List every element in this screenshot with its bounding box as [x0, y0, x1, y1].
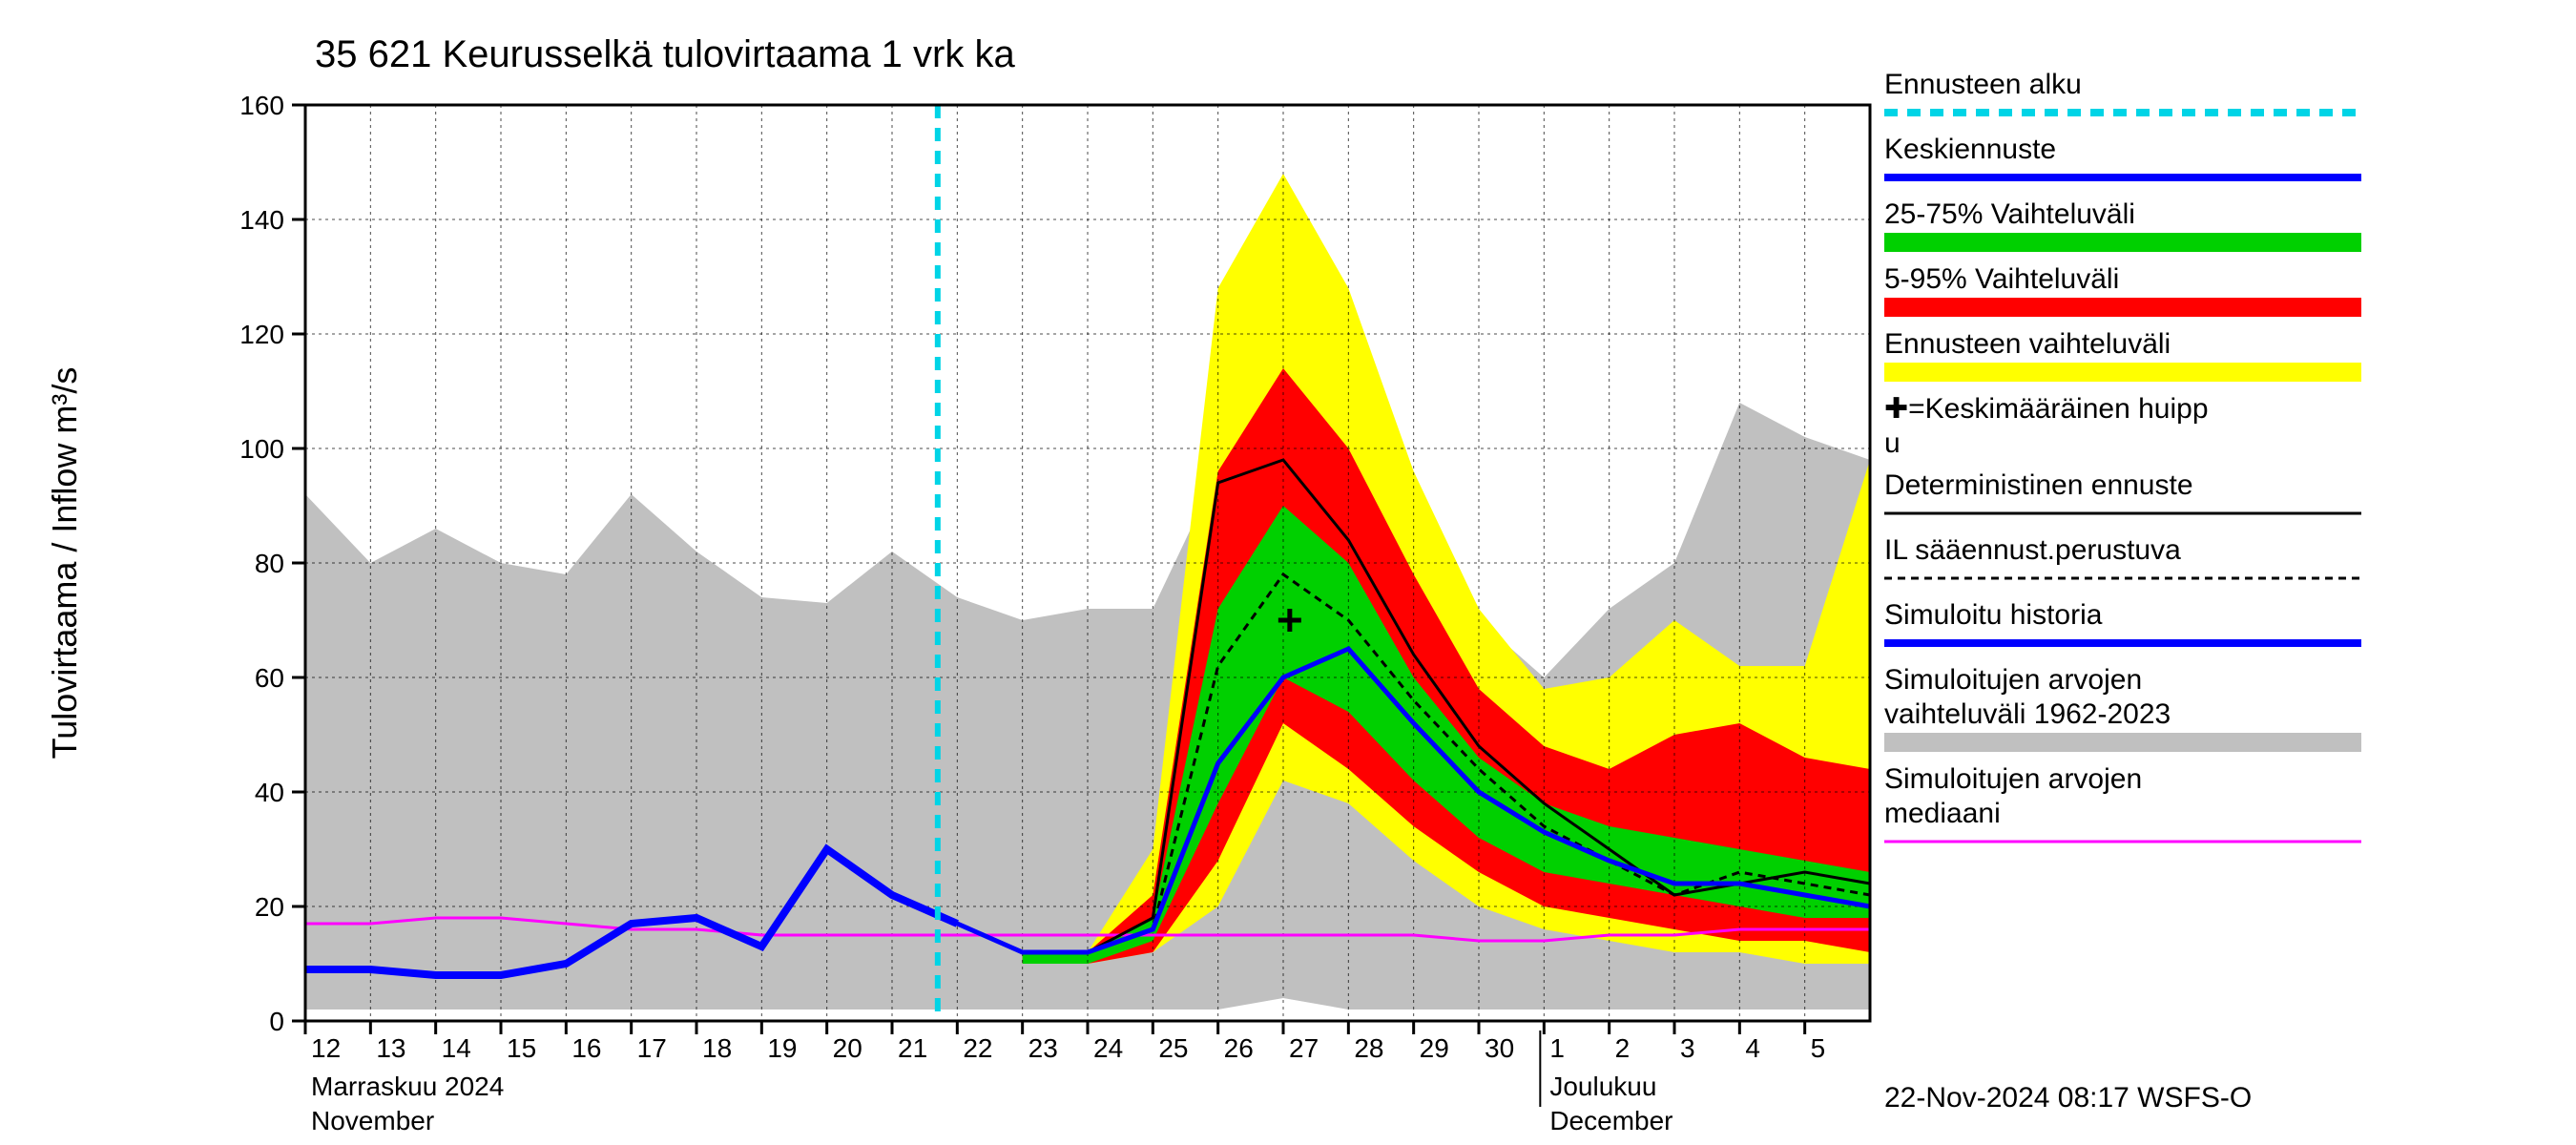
svg-text:November: November: [311, 1106, 434, 1135]
svg-text:26: 26: [1224, 1033, 1254, 1063]
svg-text:28: 28: [1354, 1033, 1383, 1063]
svg-text:3: 3: [1680, 1033, 1695, 1063]
svg-text:19: 19: [767, 1033, 797, 1063]
svg-text:12: 12: [311, 1033, 341, 1063]
svg-text:15: 15: [507, 1033, 536, 1063]
svg-text:4: 4: [1745, 1033, 1760, 1063]
svg-text:Deterministinen ennuste: Deterministinen ennuste: [1884, 469, 2193, 501]
svg-text:35 621 Keurusselkä tulovirtaam: 35 621 Keurusselkä tulovirtaama 1 vrk ka: [315, 33, 1015, 75]
svg-text:2: 2: [1615, 1033, 1631, 1063]
svg-text:29: 29: [1420, 1033, 1449, 1063]
svg-text:Tulovirtaama / Inflow m³/s: Tulovirtaama / Inflow m³/s: [45, 367, 84, 760]
svg-text:1: 1: [1549, 1033, 1565, 1063]
svg-text:25-75% Vaihteluväli: 25-75% Vaihteluväli: [1884, 198, 2135, 230]
svg-text:25: 25: [1158, 1033, 1188, 1063]
svg-text:23: 23: [1028, 1033, 1058, 1063]
svg-text:22-Nov-2024 08:17 WSFS-O: 22-Nov-2024 08:17 WSFS-O: [1884, 1082, 2252, 1114]
svg-text:vaihteluväli 1962-2023: vaihteluväli 1962-2023: [1884, 698, 2171, 730]
svg-text:16: 16: [571, 1033, 601, 1063]
inflow-forecast-chart: 0204060801001201401601213141516171819202…: [0, 0, 2576, 1145]
svg-text:u: u: [1884, 427, 1901, 459]
svg-text:40: 40: [255, 778, 284, 807]
svg-text:December: December: [1549, 1106, 1672, 1135]
svg-text:Simuloitujen arvojen: Simuloitujen arvojen: [1884, 664, 2142, 696]
svg-text:20: 20: [255, 892, 284, 922]
svg-text:100: 100: [239, 434, 284, 464]
svg-text:18: 18: [702, 1033, 732, 1063]
svg-text:30: 30: [1485, 1033, 1514, 1063]
svg-text:Simuloitu historia: Simuloitu historia: [1884, 599, 2103, 631]
svg-text:IL sääennust.perustuva: IL sääennust.perustuva: [1884, 534, 2181, 566]
svg-text:Marraskuu 2024: Marraskuu 2024: [311, 1072, 504, 1101]
svg-text:Joulukuu: Joulukuu: [1549, 1072, 1656, 1101]
svg-text:120: 120: [239, 320, 284, 349]
svg-text:13: 13: [376, 1033, 405, 1063]
svg-text:mediaani: mediaani: [1884, 798, 2001, 829]
svg-text:21: 21: [898, 1033, 927, 1063]
svg-text:✚=Keskimääräinen huipp: ✚=Keskimääräinen huipp: [1884, 393, 2209, 425]
svg-text:24: 24: [1093, 1033, 1123, 1063]
svg-text:Keskiennuste: Keskiennuste: [1884, 134, 2056, 165]
svg-text:Ennusteen vaihteluväli: Ennusteen vaihteluväli: [1884, 328, 2171, 360]
svg-text:Simuloitujen arvojen: Simuloitujen arvojen: [1884, 763, 2142, 795]
svg-text:Ennusteen alku: Ennusteen alku: [1884, 69, 2082, 100]
svg-text:20: 20: [833, 1033, 862, 1063]
svg-text:27: 27: [1289, 1033, 1319, 1063]
svg-text:160: 160: [239, 91, 284, 120]
svg-text:140: 140: [239, 205, 284, 235]
svg-text:22: 22: [963, 1033, 992, 1063]
svg-text:0: 0: [269, 1007, 284, 1036]
svg-text:14: 14: [442, 1033, 471, 1063]
svg-text:5-95% Vaihteluväli: 5-95% Vaihteluväli: [1884, 263, 2119, 295]
svg-text:80: 80: [255, 549, 284, 578]
svg-text:5: 5: [1811, 1033, 1826, 1063]
svg-text:17: 17: [637, 1033, 667, 1063]
svg-text:60: 60: [255, 663, 284, 693]
